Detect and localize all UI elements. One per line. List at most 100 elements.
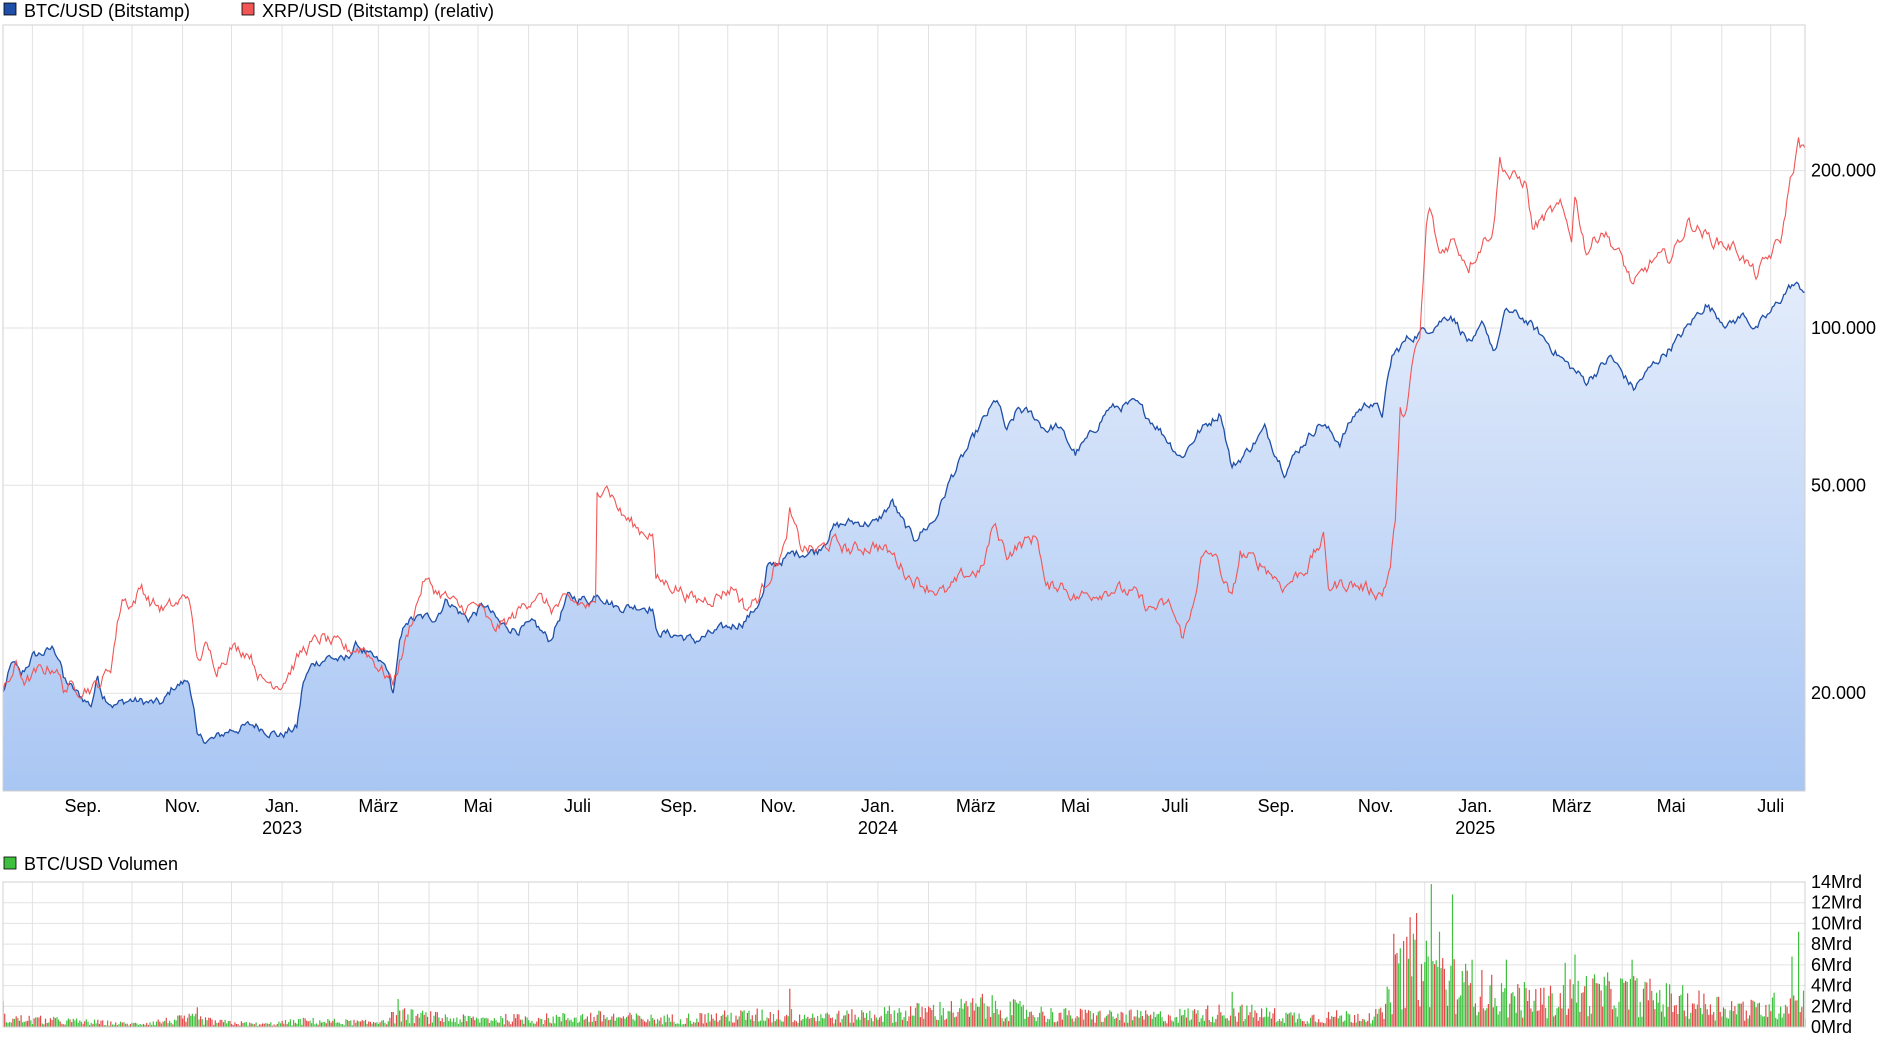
volume-bar (1070, 1015, 1072, 1027)
volume-bar (433, 1015, 435, 1027)
volume-bar (1061, 1019, 1063, 1027)
volume-bar (302, 1017, 304, 1027)
volume-bar (1602, 1006, 1604, 1027)
volume-bar (887, 1010, 889, 1027)
volume-bar (552, 1016, 554, 1027)
volume-bar (1022, 1004, 1024, 1027)
volume-bar (598, 1010, 600, 1027)
volume-bar (996, 1009, 998, 1027)
volume-bar (1130, 1009, 1132, 1027)
volume-bar (1651, 990, 1653, 1027)
volume-bar (1208, 1020, 1210, 1027)
volume-bar (854, 1014, 856, 1027)
volume-bar (294, 1022, 296, 1027)
volume-bar (209, 1017, 211, 1027)
volume-bar (23, 1021, 25, 1027)
volume-bar (1479, 996, 1481, 1027)
volume-bar (56, 1017, 58, 1027)
volume-bar (1789, 998, 1791, 1027)
volume-bar (897, 1012, 899, 1027)
volume-bar (1688, 1018, 1690, 1027)
volume-bar (1780, 1006, 1782, 1027)
volume-bar (4, 1013, 6, 1027)
x-tick-label: Jan. (1458, 796, 1492, 816)
volume-bar (1801, 1007, 1803, 1027)
volume-bar (577, 1023, 579, 1027)
volume-bar (993, 1013, 995, 1027)
volume-bar (147, 1024, 149, 1027)
volume-bar (139, 1024, 141, 1027)
volume-bar (717, 1021, 719, 1027)
volume-bar (1092, 1013, 1094, 1027)
volume-bar (360, 1021, 362, 1027)
volume-bar (1228, 1020, 1230, 1027)
volume-bar (1043, 1015, 1046, 1027)
volume-bar (910, 1006, 912, 1027)
volume-bar (1172, 1021, 1174, 1027)
volume-bar (268, 1024, 270, 1027)
volume-bar (136, 1023, 138, 1027)
volume-bar (963, 1003, 966, 1027)
volume-bar (1169, 1015, 1171, 1027)
volume-bar (916, 1003, 918, 1027)
volume-bar (759, 1020, 762, 1027)
volume-bar (115, 1022, 117, 1027)
volume-bar (235, 1023, 238, 1027)
volume-bar (196, 1007, 198, 1027)
volume-bar (999, 1010, 1001, 1027)
volume-bar (1770, 1011, 1772, 1027)
volume-bar (462, 1014, 464, 1027)
volume-bar (926, 1012, 928, 1027)
volume-bar (346, 1020, 349, 1027)
volume-bar (585, 1018, 587, 1027)
volume-bar (1783, 1013, 1785, 1027)
volume-bar (1136, 1010, 1139, 1027)
volume-bar (1794, 1000, 1796, 1027)
volume-bar (911, 1015, 913, 1027)
volume-bar (48, 1022, 50, 1027)
x-tick-label: März (1552, 796, 1592, 816)
volume-bar (92, 1023, 94, 1027)
volume-bar (746, 1013, 748, 1027)
volume-bar (356, 1020, 358, 1027)
volume-bar (53, 1016, 55, 1027)
volume-bar (1762, 1016, 1764, 1027)
volume-bar (1110, 1011, 1112, 1027)
volume-bar (542, 1024, 544, 1027)
volume-bar (13, 1018, 16, 1027)
volume-bar (707, 1013, 709, 1027)
btc-series-line (2, 281, 1806, 745)
volume-bar (175, 1020, 177, 1027)
volume-bar (1014, 999, 1016, 1027)
volume-bar (1429, 1007, 1431, 1027)
volume-bar (1135, 1016, 1137, 1027)
volume-bar (763, 1020, 765, 1027)
volume-bar (877, 1019, 879, 1027)
volume-bar (386, 1024, 388, 1027)
volume-bar (510, 1024, 512, 1027)
volume-bar (1288, 1013, 1290, 1027)
volume-bar (596, 1014, 598, 1027)
volume-bar (1056, 1021, 1059, 1027)
price-chart: 20.000 50.000 100.000 200.000 Sep. Nov. Jan. M… (2, 24, 1876, 838)
volume-bar (732, 1022, 734, 1027)
volume-bar (1229, 1015, 1232, 1027)
volume-bar (30, 1020, 32, 1027)
volume-bar (689, 1020, 691, 1027)
volume-bar (1295, 1022, 1297, 1027)
volume-bar (100, 1020, 102, 1027)
volume-bar (1572, 984, 1574, 1027)
volume-bar (1716, 996, 1718, 1027)
volume-bar (1045, 1022, 1047, 1027)
volume-bar (1592, 978, 1594, 1027)
volume-bar (280, 1023, 282, 1027)
volume-bar (673, 1021, 675, 1027)
volume-bar (382, 1020, 384, 1027)
volume-bar (918, 1003, 920, 1027)
volume-bar (1451, 894, 1454, 1027)
volume-bar (379, 1022, 381, 1027)
volume-bar (1355, 1022, 1357, 1027)
volume-bar (1553, 1016, 1555, 1027)
volume-bar (482, 1017, 484, 1027)
volume-bar (830, 1018, 832, 1027)
